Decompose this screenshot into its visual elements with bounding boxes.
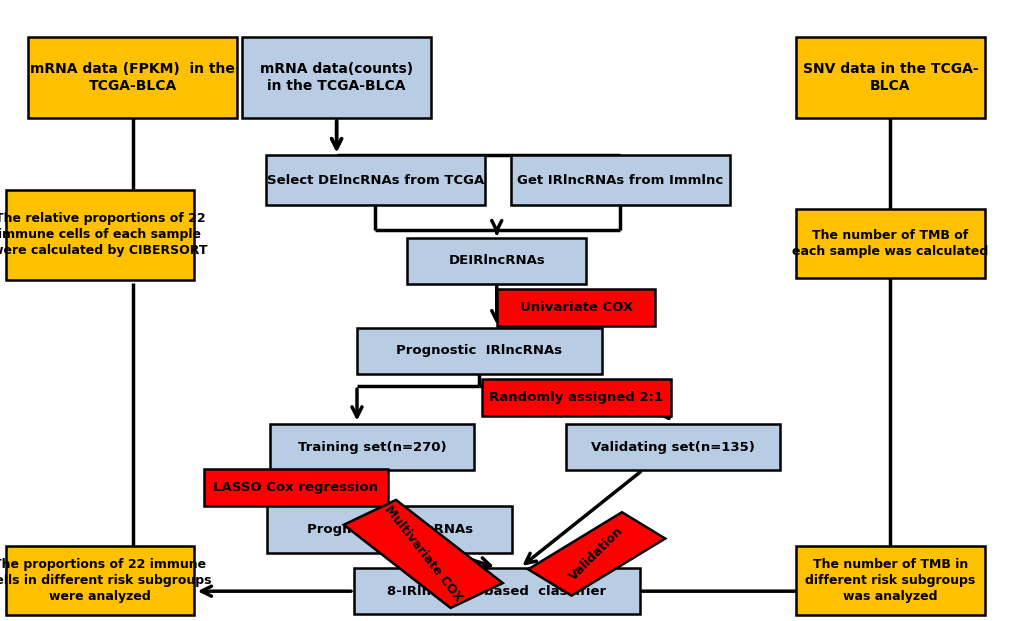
FancyBboxPatch shape — [796, 209, 984, 278]
Text: Validating set(n=135): Validating set(n=135) — [591, 441, 754, 453]
Text: SNV data in the TCGA-
BLCA: SNV data in the TCGA- BLCA — [802, 62, 977, 93]
FancyBboxPatch shape — [796, 37, 984, 118]
Text: Select DElncRNAs from TCGA: Select DElncRNAs from TCGA — [267, 174, 483, 186]
FancyBboxPatch shape — [497, 289, 655, 326]
FancyBboxPatch shape — [265, 155, 485, 205]
FancyBboxPatch shape — [510, 155, 730, 205]
Text: The number of TMB of
each sample was calculated: The number of TMB of each sample was cal… — [792, 229, 987, 258]
Text: Validation: Validation — [567, 524, 626, 584]
Text: Training set(n=270): Training set(n=270) — [298, 441, 446, 453]
FancyBboxPatch shape — [6, 190, 194, 279]
Text: Randomly assigned 2:1: Randomly assigned 2:1 — [489, 391, 662, 404]
Text: Prognostic  IRlncRNAs: Prognostic IRlncRNAs — [396, 345, 561, 357]
FancyBboxPatch shape — [528, 512, 664, 596]
Text: Univariate COX: Univariate COX — [520, 301, 632, 314]
Text: LASSO Cox regression: LASSO Cox regression — [213, 481, 378, 494]
Text: 8-IRlncRNAs-based  classifier: 8-IRlncRNAs-based classifier — [387, 585, 605, 597]
Text: Multivariate COX: Multivariate COX — [381, 503, 465, 605]
FancyBboxPatch shape — [796, 546, 984, 615]
Text: The number of TMB in
different risk subgroups
was analyzed: The number of TMB in different risk subg… — [805, 558, 974, 603]
FancyBboxPatch shape — [204, 469, 387, 506]
Text: Prognostic  IRlncRNAs: Prognostic IRlncRNAs — [307, 524, 472, 536]
FancyBboxPatch shape — [481, 379, 671, 416]
Text: mRNA data(counts)
in the TCGA-BLCA: mRNA data(counts) in the TCGA-BLCA — [260, 62, 413, 93]
Text: The relative proportions of 22
immune cells of each sample
were calculated by CI: The relative proportions of 22 immune ce… — [0, 212, 208, 257]
FancyBboxPatch shape — [29, 37, 236, 118]
FancyBboxPatch shape — [357, 328, 601, 374]
FancyBboxPatch shape — [566, 424, 780, 471]
FancyBboxPatch shape — [243, 37, 431, 118]
Text: Get IRlncRNAs from Immlnc: Get IRlncRNAs from Immlnc — [517, 174, 722, 186]
FancyBboxPatch shape — [270, 424, 474, 471]
Text: DEIRlncRNAs: DEIRlncRNAs — [448, 255, 544, 267]
FancyBboxPatch shape — [343, 500, 502, 608]
Text: The proportions of 22 immune
cells in different risk subgroups
were analyzed: The proportions of 22 immune cells in di… — [0, 558, 212, 603]
FancyBboxPatch shape — [267, 507, 512, 553]
FancyBboxPatch shape — [354, 568, 639, 615]
FancyBboxPatch shape — [407, 238, 585, 284]
Text: mRNA data (FPKM)  in the
TCGA-BLCA: mRNA data (FPKM) in the TCGA-BLCA — [31, 62, 234, 93]
FancyBboxPatch shape — [6, 546, 194, 615]
